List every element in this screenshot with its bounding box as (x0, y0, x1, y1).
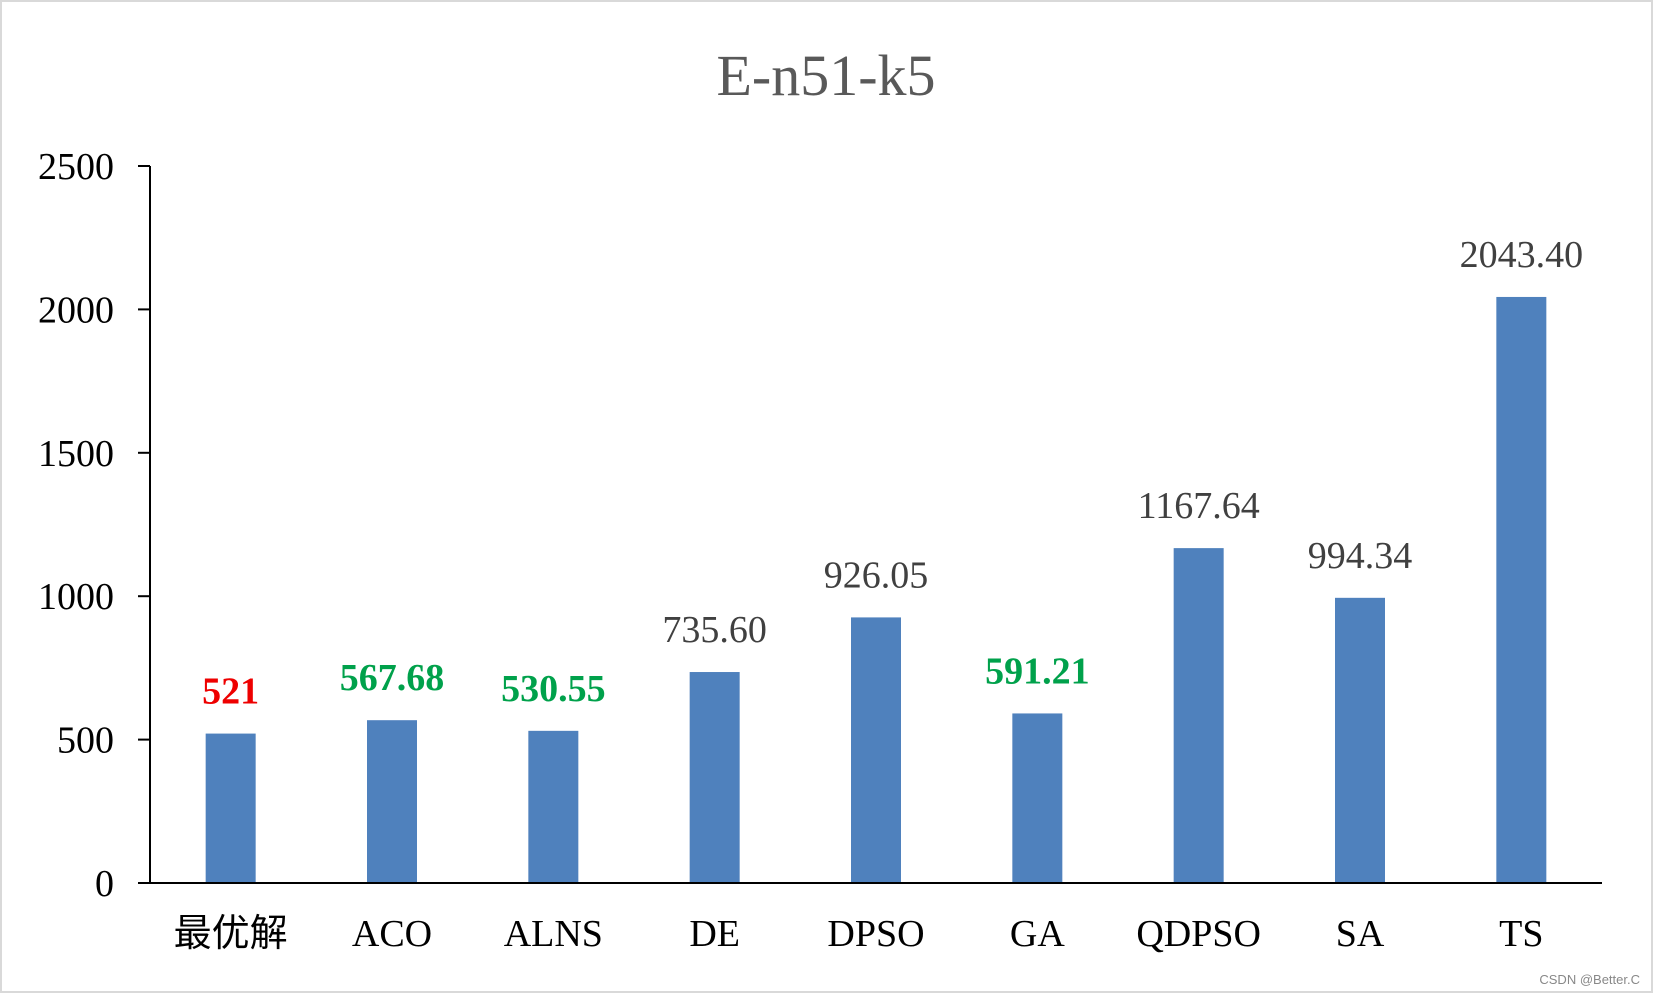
bar (689, 672, 740, 883)
data-label: 521 (202, 671, 259, 713)
bar (367, 720, 417, 883)
y-tick-label: 1500 (38, 433, 114, 475)
data-label: 567.68 (340, 657, 445, 699)
y-tick-label: 0 (95, 863, 114, 905)
y-tick-label: 1000 (38, 576, 114, 618)
data-label: 735.60 (662, 609, 767, 651)
y-tick-label: 2500 (38, 146, 114, 188)
bars (205, 296, 1547, 883)
bar (851, 617, 901, 883)
watermark-text: CSDN @Better.C (1539, 972, 1640, 987)
x-tick-label: DPSO (827, 913, 924, 955)
x-tick-label: TS (1499, 913, 1543, 955)
bar (528, 730, 579, 883)
x-tick-label: SA (1336, 913, 1385, 955)
data-label: 994.34 (1308, 535, 1413, 577)
x-axis: 最优解 ACO ALNS DE DPSO GA QDPSO SA TS (150, 882, 1602, 955)
x-tick-label: ACO (352, 913, 432, 955)
bar (1173, 548, 1224, 883)
y-axis: 0 500 1000 1500 2000 2500 (38, 146, 151, 905)
data-label: 530.55 (501, 668, 606, 710)
y-tick-label: 500 (57, 720, 114, 762)
bar (205, 733, 256, 883)
bar (1496, 296, 1547, 883)
y-tick-label: 2000 (38, 289, 114, 331)
data-label: 591.21 (985, 650, 1090, 692)
data-label: 926.05 (824, 554, 929, 596)
data-label: 2043.40 (1460, 234, 1584, 276)
x-tick-label: ALNS (504, 913, 603, 955)
bar (1012, 713, 1063, 883)
x-tick-label: GA (1010, 913, 1065, 955)
x-tick-label: DE (689, 913, 740, 955)
bar (1335, 597, 1385, 883)
x-tick-label: 最优解 (174, 913, 288, 955)
data-label: 1167.64 (1138, 485, 1260, 527)
data-labels: 521 567.68 530.55 735.60 926.05 591.21 1167.64… (202, 234, 1583, 713)
chart-title: E-n51-k5 (716, 43, 935, 108)
x-tick-label: QDPSO (1136, 913, 1261, 955)
